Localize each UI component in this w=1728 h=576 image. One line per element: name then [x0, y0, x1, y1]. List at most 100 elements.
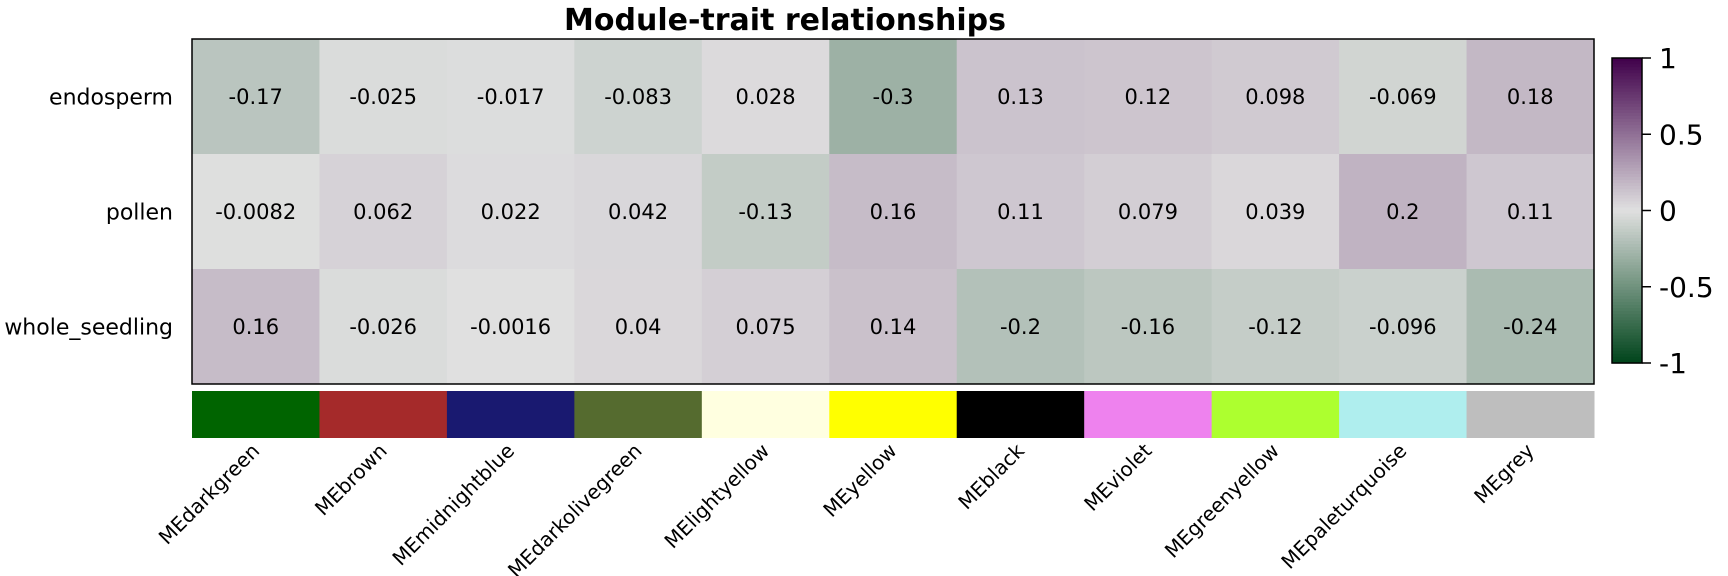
legend-gradient-step: [1612, 176, 1642, 181]
legend-gradient-step: [1612, 234, 1642, 239]
legend-gradient-step: [1612, 338, 1642, 343]
legend-gradient-step: [1612, 250, 1642, 254]
legend-gradient-step: [1612, 271, 1642, 276]
legend-gradient-step: [1612, 274, 1642, 279]
column-label: MEviolet: [1079, 438, 1156, 515]
legend-gradient-step: [1612, 167, 1642, 172]
legend-gradient-step: [1612, 308, 1642, 312]
heatmap-cell: [829, 154, 958, 270]
legend-gradient-step: [1612, 201, 1642, 205]
legend-gradient-step: [1612, 222, 1642, 227]
legend-gradient-step: [1612, 131, 1642, 135]
legend-gradient-step: [1612, 115, 1642, 120]
legend-gradient-step: [1612, 125, 1642, 129]
module-color-swatch: [574, 391, 703, 438]
cell-value-label: -0.069: [1369, 85, 1437, 109]
chart-title: Module-trait relationships: [564, 3, 1006, 38]
cell-value-label: -0.16: [1121, 315, 1175, 339]
cell-value-label: -0.025: [349, 85, 417, 109]
cell-value-label: 0.14: [870, 315, 917, 339]
heatmap-cell: [446, 39, 575, 155]
cell-value-label: -0.12: [1248, 315, 1302, 339]
module-color-swatch: [319, 391, 448, 438]
cell-value-label: -0.083: [604, 85, 672, 109]
heatmap-cell: [701, 39, 830, 155]
legend-gradient-step: [1612, 326, 1642, 331]
legend-gradient-step: [1612, 173, 1642, 178]
legend-gradient-step: [1612, 67, 1642, 71]
legend-gradient-step: [1612, 265, 1642, 270]
cell-value-label: -0.026: [349, 315, 417, 339]
legend-gradient-step: [1612, 180, 1642, 184]
cell-value-label: 0.11: [1507, 200, 1554, 224]
legend-gradient-step: [1612, 335, 1642, 340]
legend-gradient-step: [1612, 295, 1642, 300]
module-color-swatch: [192, 391, 320, 438]
cell-value-label: 0.075: [735, 315, 795, 339]
module-color-swatch: [446, 391, 575, 438]
heatmap-cell: [1339, 269, 1468, 385]
legend-gradient-step: [1612, 119, 1642, 123]
heatmap-cell: [1466, 269, 1595, 385]
legend-gradient-step: [1612, 195, 1642, 199]
legend-gradient-step: [1612, 292, 1642, 297]
legend-gradient-step: [1612, 289, 1642, 294]
cell-value-label: 0.022: [481, 200, 541, 224]
legend-gradient-step: [1612, 259, 1642, 263]
legend-gradient-step: [1612, 112, 1642, 117]
legend-gradient-step: [1612, 350, 1642, 355]
legend-gradient-step: [1612, 359, 1642, 364]
cell-value-label: 0.18: [1507, 85, 1554, 109]
cell-value-label: 0.12: [1125, 85, 1172, 109]
legend-gradient-step: [1612, 109, 1642, 114]
legend-gradient-step: [1612, 161, 1642, 166]
row-labels: endosperm pollen whole_seedling: [4, 86, 173, 341]
legend-gradient-step: [1612, 58, 1642, 62]
heatmap-cell: [192, 154, 320, 270]
heatmap-cell: [319, 39, 448, 155]
color-legend: 1 0.5 0 -0.5 -1: [1611, 42, 1714, 380]
heatmap-cell: [1211, 154, 1340, 270]
cell-value-label: -0.017: [477, 85, 545, 109]
legend-gradient-step: [1612, 103, 1642, 108]
cell-value-label: 0.11: [997, 200, 1044, 224]
legend-gradient-step: [1612, 183, 1642, 187]
legend-gradient-step: [1612, 128, 1642, 132]
legend-gradient-step: [1612, 70, 1642, 74]
legend-gradient-step: [1612, 244, 1642, 248]
legend-gradient-step: [1612, 237, 1642, 242]
legend-gradient-step: [1612, 332, 1642, 337]
legend-gradient-step: [1612, 256, 1642, 260]
legend-gradient-step: [1612, 225, 1642, 230]
legend-gradient-step: [1612, 280, 1642, 285]
legend-gradient-step: [1612, 228, 1642, 233]
heatmap-cell: [319, 154, 448, 270]
row-label: whole_seedling: [4, 316, 173, 341]
cell-value-label: -0.13: [738, 200, 792, 224]
heatmap-border: [191, 38, 1595, 385]
cell-value-label: 0.13: [997, 85, 1044, 109]
heatmap-cell: [829, 39, 958, 155]
cell-value-label: 0.062: [353, 200, 413, 224]
legend-gradient-step: [1612, 143, 1642, 148]
legend-gradient-step: [1612, 198, 1642, 202]
legend-gradient-step: [1612, 356, 1642, 361]
row-label: pollen: [106, 201, 173, 226]
heatmap-cell: [574, 269, 703, 385]
heatmap-cell: [1339, 39, 1468, 155]
legend-gradient-step: [1612, 323, 1642, 327]
heatmap-cell: [956, 269, 1085, 385]
legend-gradient-step: [1612, 262, 1642, 266]
legend-gradient-step: [1612, 314, 1642, 318]
cell-value-label: -0.0016: [470, 315, 551, 339]
legend-tick-label: -0.5: [1659, 271, 1714, 304]
legend-gradient-step: [1612, 286, 1642, 291]
column-label: MEyellow: [818, 439, 901, 522]
legend-gradient-step: [1612, 210, 1642, 215]
module-color-swatch: [701, 391, 830, 438]
heatmap-cell: [1339, 154, 1468, 270]
module-color-swatch: [1211, 391, 1340, 438]
legend-gradient-step: [1612, 146, 1642, 151]
legend-gradient-step: [1612, 122, 1642, 126]
legend-gradient-step: [1612, 353, 1642, 358]
